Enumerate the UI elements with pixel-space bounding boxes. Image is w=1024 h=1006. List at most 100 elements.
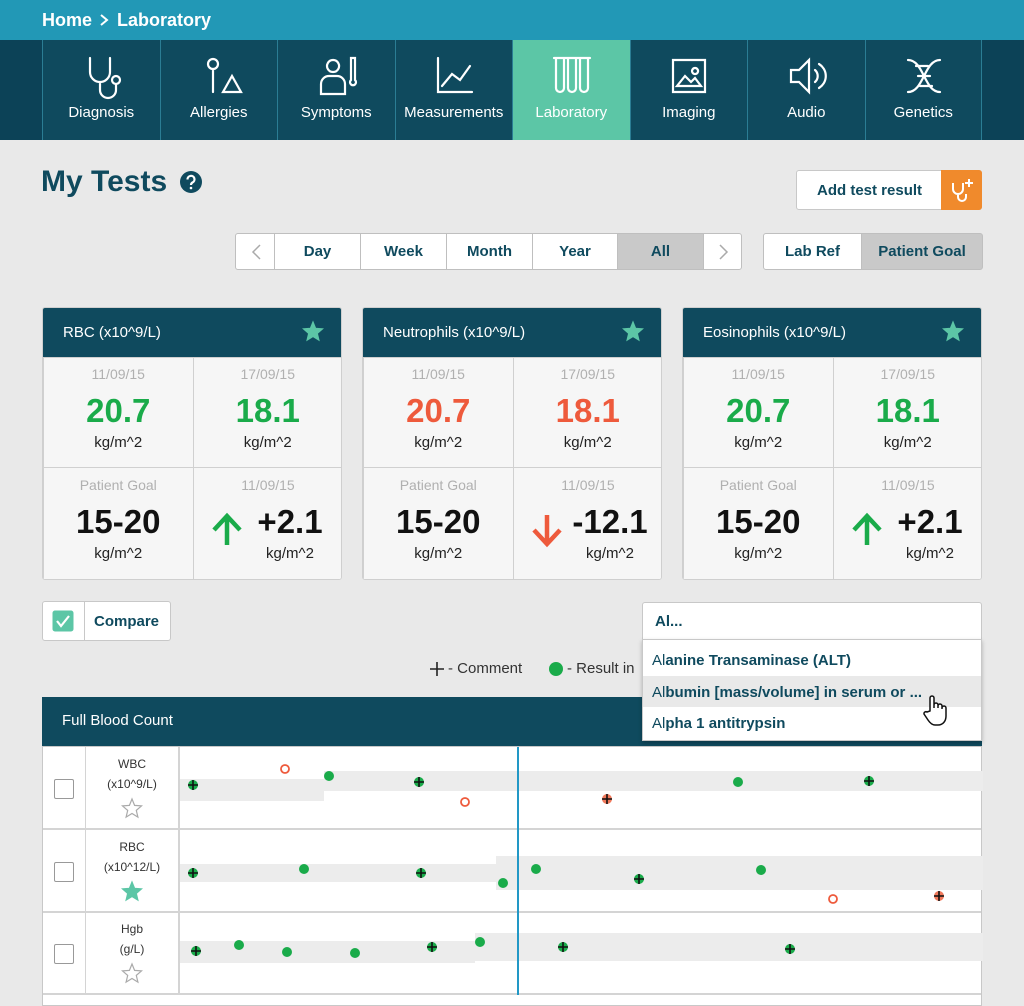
comment-mark [414,777,424,787]
result [282,947,292,957]
row-star [121,962,143,984]
search-result[interactable]: Alanine Transaminase (ALT) [643,644,981,675]
nav-label: Allergies [189,104,248,121]
legend-result: - Result in [567,660,635,677]
add-test-icon-bg [941,170,982,210]
card-cell: 11/09/15 +2.1 kg/m^2 [832,467,981,579]
add-test-button[interactable]: Add test result [796,170,982,210]
compare-toggle[interactable]: Compare [42,601,171,641]
reference-option[interactable]: Patient Goal [861,233,983,270]
card-cell: 11/09/15 20.7 kg/m^2 [363,357,514,468]
breadcrumb-bar [0,0,1024,40]
period-option[interactable]: All [617,233,704,270]
range-band [180,941,475,963]
row-checkbox[interactable] [54,944,74,964]
nav-label: Diagnosis [68,104,135,121]
comment-mark [188,867,198,878]
test-card: Neutrophils (x10^9/L) 11/09/15 20.7 kg/m^2 1… [362,307,662,580]
result-out-of-range [828,893,838,904]
trend-arrow [211,512,242,545]
change-value: -12.1 [572,503,648,540]
row-unit: (x10^12/L) [103,859,161,874]
nav-tab[interactable]: Genetics [864,40,982,140]
period-option[interactable]: Month [446,233,533,270]
nav-label: Laboratory [535,104,608,121]
nav-icon [437,56,474,94]
goal-label: Patient Goal [399,477,477,493]
goal-value: 15-20 [396,503,481,540]
nav-tab[interactable]: Symptoms [277,40,395,140]
row-checkbox[interactable] [54,779,74,799]
card-title: Eosinophils (x10^9/L) [703,324,846,341]
card-cell: Patient Goal 15-20 kg/m^2 [363,467,514,579]
compare-label: Compare [94,613,160,630]
reading-unit: kg/m^2 [94,434,143,451]
row-name: RBC [119,839,145,854]
table-row: RBC (x10^12/L) [43,829,983,913]
arrow [851,512,882,545]
search-result[interactable]: Alpha 1 antitrypsin [643,707,981,738]
favorite-star [622,320,644,342]
card-title: RBC (x10^9/L) [63,324,161,341]
search-result[interactable]: Albumin [mass/volume] in serum or ... [643,675,981,707]
range-band [475,933,983,961]
reference-option[interactable]: Lab Ref [763,233,862,270]
nav-icon [552,56,591,94]
icon [672,58,707,94]
page-title: My Tests [41,165,168,198]
period-option[interactable]: Week [360,233,447,270]
nav-tab[interactable]: Audio [747,40,865,140]
comment-mark [864,776,874,786]
col-divider [178,829,180,911]
goal-value: 15-20 [76,503,161,540]
change-date: 11/09/15 [881,477,935,493]
legend-comment: - Comment [448,660,523,677]
change-value: +2.1 [897,503,963,540]
period-next[interactable] [703,233,742,270]
trend-arrow [851,512,882,545]
result-out-of-range [280,764,290,774]
search-box[interactable]: Al... [642,602,982,640]
reading-unit: kg/m^2 [734,434,783,451]
nav-icon [672,58,707,94]
cursor [923,695,947,726]
reading-value: 18.1 [235,392,300,429]
result-icon [549,662,563,676]
period-prev[interactable] [235,233,275,270]
nav-tab[interactable]: Measurements [394,40,512,140]
arrow [251,244,261,260]
card-cell: 11/09/15 -12.1 kg/m^2 [512,467,661,579]
nav-tab[interactable]: Diagnosis [42,40,160,140]
breadcrumb-separator [100,14,109,26]
nav-tab[interactable]: Laboratory [512,40,630,140]
nav-tab[interactable]: Imaging [629,40,747,140]
breadcrumb-home[interactable]: Home [42,10,93,30]
favorite-star [302,320,324,342]
result-rest: bumin [mass/volume] in serum or ... [665,683,923,701]
help-icon [180,171,202,193]
reading-value: 20.7 [726,392,791,429]
card-cell: 11/09/15 +2.1 kg/m^2 [192,467,341,579]
icon [88,56,121,100]
icon [789,57,827,95]
range-band [180,863,496,882]
result-rest: anine Transaminase (ALT) [665,652,851,669]
period-option[interactable]: Day [274,233,361,270]
nav-label: Measurements [404,104,504,121]
comment-mark [191,946,201,956]
range-band [180,779,324,801]
goal-unit: kg/m^2 [414,545,463,562]
col-divider [178,747,180,828]
result [733,777,743,787]
card-cell: 17/09/15 18.1 kg/m^2 [832,357,981,468]
result [498,877,508,888]
goal-label: Patient Goal [719,477,797,493]
help-dot [189,186,193,190]
star [121,879,143,901]
result [350,948,360,958]
result-match: Al [652,715,666,732]
nav-tab[interactable]: Allergies [159,40,277,140]
row-checkbox[interactable] [54,861,74,882]
period-option[interactable]: Year [532,233,618,270]
goal-value: 15-20 [716,503,801,540]
